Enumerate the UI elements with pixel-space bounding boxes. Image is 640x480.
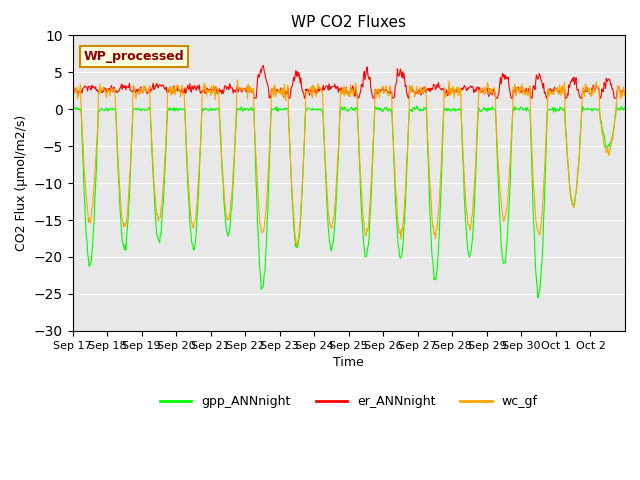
er_ANNnight [285,95,292,101]
er_ANNnight [407,86,415,92]
wc_gf [236,85,243,91]
Line: gpp_ANNnight: gpp_ANNnight [72,104,625,298]
wc_gf [134,90,141,96]
Y-axis label: CO2 Flux (μmol/m2/s): CO2 Flux (μmol/m2/s) [15,115,28,251]
wc_gf [234,77,241,83]
er_ANNnight [250,95,258,101]
er_ANNnight [134,89,141,95]
wc_gf [263,192,271,197]
er_ANNnight [68,89,76,95]
er_ANNnight [621,91,629,97]
wc_gf [407,88,415,94]
er_ANNnight [438,87,446,93]
wc_gf [292,243,300,249]
wc_gf [68,88,76,94]
gpp_ANNnight [235,106,243,112]
gpp_ANNnight [262,241,270,247]
gpp_ANNnight [621,104,629,110]
gpp_ANNnight [134,106,141,112]
Title: WP CO2 Fluxes: WP CO2 Fluxes [291,15,406,30]
Text: WP_processed: WP_processed [84,50,184,63]
wc_gf [284,82,292,87]
er_ANNnight [235,86,243,92]
gpp_ANNnight [534,295,541,300]
gpp_ANNnight [406,107,413,113]
Legend: gpp_ANNnight, er_ANNnight, wc_gf: gpp_ANNnight, er_ANNnight, wc_gf [155,390,543,413]
gpp_ANNnight [68,106,76,111]
gpp_ANNnight [436,198,444,204]
wc_gf [438,143,446,148]
X-axis label: Time: Time [333,356,364,369]
Line: er_ANNnight: er_ANNnight [72,66,625,98]
er_ANNnight [260,63,268,69]
wc_gf [621,89,629,95]
er_ANNnight [264,82,271,88]
Line: wc_gf: wc_gf [72,80,625,246]
gpp_ANNnight [612,101,620,107]
gpp_ANNnight [284,106,291,111]
